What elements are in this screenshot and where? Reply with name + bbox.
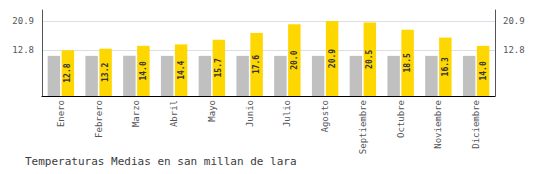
svg-text:12.8: 12.8 (503, 45, 525, 55)
svg-text:Septiembre: Septiembre (358, 100, 368, 154)
svg-text:Mayo: Mayo (207, 100, 217, 122)
svg-text:20.9: 20.9 (12, 16, 34, 26)
svg-text:Abril: Abril (169, 100, 179, 127)
svg-text:14.0: 14.0 (139, 61, 148, 80)
svg-text:13.2: 13.2 (101, 63, 110, 82)
svg-text:Febrero: Febrero (94, 100, 104, 138)
svg-text:14.0: 14.0 (479, 61, 488, 80)
svg-text:Agosto: Agosto (320, 100, 330, 133)
svg-text:Julio: Julio (282, 100, 292, 127)
svg-text:12.8: 12.8 (63, 63, 72, 82)
svg-text:18.5: 18.5 (403, 53, 412, 72)
svg-text:Noviembre: Noviembre (433, 100, 443, 149)
svg-text:20.9: 20.9 (503, 16, 525, 26)
svg-text:Enero: Enero (56, 100, 66, 127)
svg-text:Diciembre: Diciembre (471, 100, 481, 149)
svg-text:20.5: 20.5 (365, 49, 374, 68)
svg-text:Marzo: Marzo (131, 100, 141, 127)
svg-text:17.6: 17.6 (252, 55, 261, 74)
svg-text:16.3: 16.3 (441, 57, 450, 76)
svg-text:Temperaturas Medias en san mil: Temperaturas Medias en san millan de lar… (25, 155, 297, 168)
svg-text:20.9: 20.9 (328, 49, 337, 68)
svg-text:Octubre: Octubre (396, 100, 406, 138)
svg-text:15.7: 15.7 (214, 58, 223, 77)
svg-text:20.0: 20.0 (290, 50, 299, 69)
svg-text:14.4: 14.4 (177, 60, 186, 79)
svg-text:12.8: 12.8 (12, 45, 34, 55)
svg-text:Junio: Junio (245, 100, 255, 127)
